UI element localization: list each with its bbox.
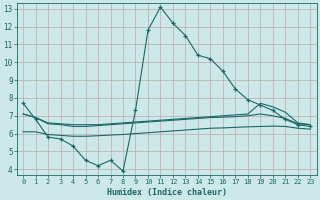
X-axis label: Humidex (Indice chaleur): Humidex (Indice chaleur) bbox=[107, 188, 227, 197]
